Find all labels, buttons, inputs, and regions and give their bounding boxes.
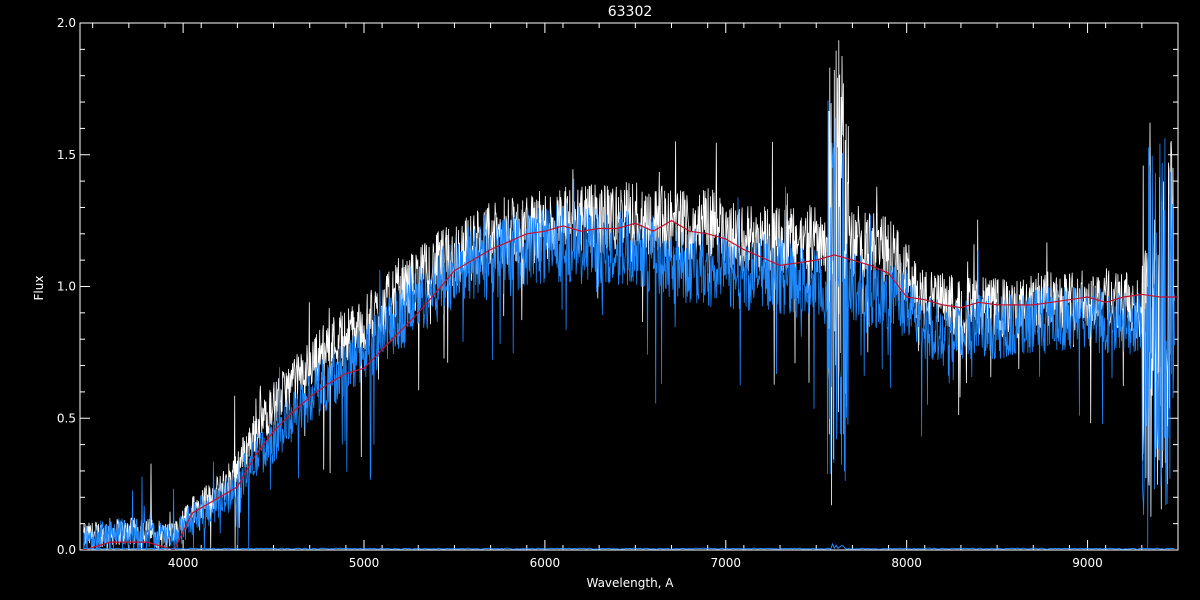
y-tick-label: 1.5 — [57, 148, 76, 162]
error-spectrum-line — [83, 542, 1175, 550]
x-tick-label: 6000 — [530, 556, 561, 570]
chart-title: 63302 — [608, 4, 653, 20]
x-tick-label: 9000 — [1072, 556, 1103, 570]
observed-spectrum-line — [83, 40, 1175, 550]
y-tick-label: 1.0 — [57, 280, 76, 294]
y-tick-label: 0.0 — [57, 543, 76, 557]
model-spectrum-line — [83, 100, 1175, 550]
smoothed-spectrum-line — [83, 219, 1178, 550]
x-tick-label: 7000 — [711, 556, 742, 570]
y-tick-label: 0.5 — [57, 411, 76, 425]
y-tick-label: 2.0 — [57, 16, 76, 30]
x-axis-label: Wavelength, A — [586, 576, 674, 590]
series-layer — [83, 40, 1178, 550]
x-tick-label: 5000 — [349, 556, 380, 570]
x-tick-label: 8000 — [891, 556, 922, 570]
x-tick-label: 4000 — [168, 556, 199, 570]
y-axis-label: Flux — [32, 276, 46, 301]
